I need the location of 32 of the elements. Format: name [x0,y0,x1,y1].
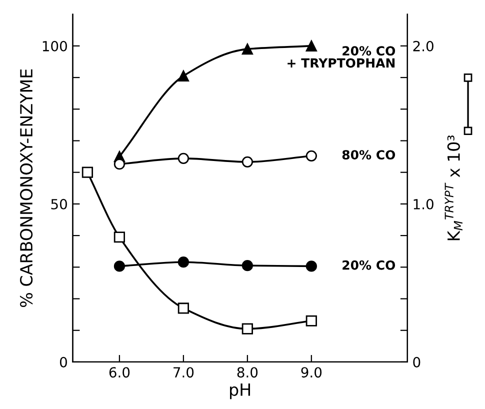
y2-tick-label: 1.0 [414,198,434,210]
y-tick-label: 100 [42,40,67,52]
text: 80% CO [342,150,396,160]
point [306,315,317,326]
point [242,156,253,168]
point [242,323,253,334]
point [178,152,190,164]
point [114,232,126,243]
y-tick-label: 50 [51,198,67,210]
point [82,166,94,178]
point [178,256,190,268]
y2-tick-label: 0 [413,356,420,368]
point [178,302,190,314]
x-tick-label: 9.0 [301,367,322,378]
point [178,70,190,82]
x-axis-title: pH [230,384,250,400]
point [306,150,317,162]
point [114,260,126,272]
point [306,260,317,272]
y-tick-label: 0 [60,356,67,368]
x-tick-label: 8.0 [237,367,258,378]
text: 20% CO [342,260,396,270]
point [114,158,126,170]
y2-tick-label: 2.0 [413,40,434,52]
x-tick-label: 7.0 [174,367,194,378]
point [306,40,317,52]
point [242,44,253,55]
x-tick-label: 6.0 [109,367,130,378]
series-label: 20% CO + TRYPTOPHAN [288,46,396,68]
y-axis-title: % CARBONMONOXY-ENZYME [20,69,33,308]
y2-axis-title: K$_{M}$$^{TRYPT}$ x 10³ [444,135,462,240]
point [242,260,253,272]
